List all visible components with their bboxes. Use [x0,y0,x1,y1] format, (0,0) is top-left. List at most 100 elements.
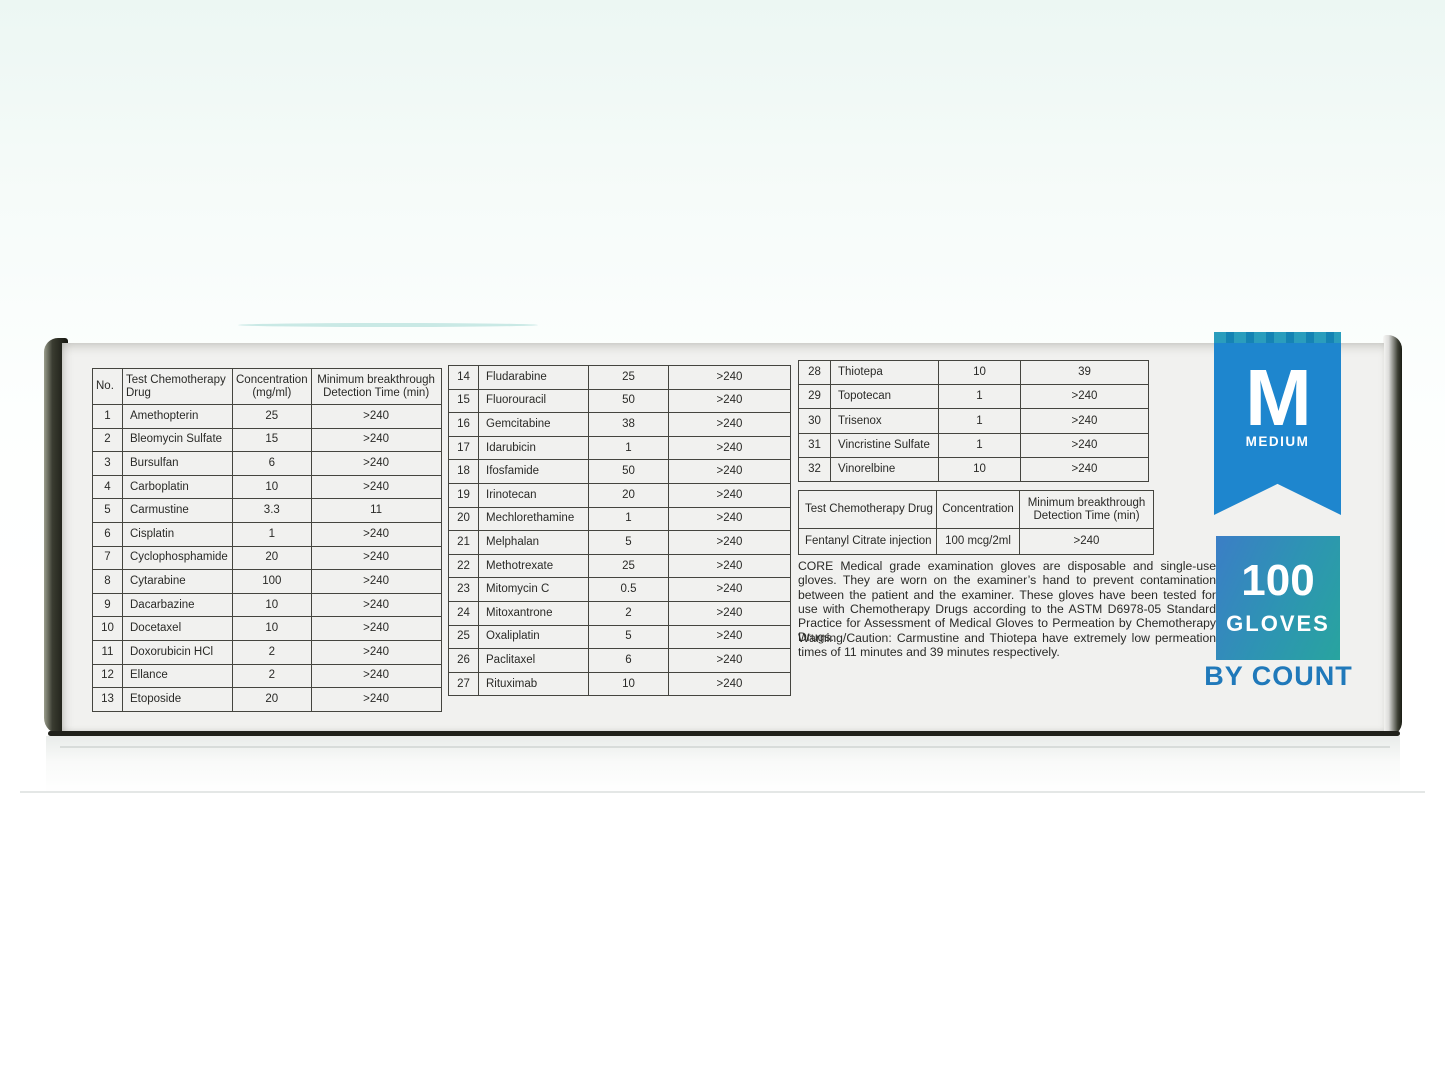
header-row: Test Chemotherapy Drug Concentration Min… [798,490,1154,529]
table-row: 22 Methotrexate 25 >240 [448,553,791,579]
table-cell: 10 [232,616,312,641]
table-cell: 10 [232,474,312,500]
product-description: CORE Medical grade examination gloves ar… [798,559,1216,645]
table-cell: 5 [92,498,123,523]
table-cell: 0.5 [588,577,669,602]
table-row: 5 Carmustine 3.3 11 [92,498,442,523]
table-cell: >240 [310,545,442,571]
table-row: 25 Oxaliplatin 5 >240 [448,624,791,650]
table-cell: 20 [232,687,312,712]
table-cell: Mitoxantrone [478,600,589,626]
table-cell: 100 mcg/2ml [936,528,1020,555]
table-cell: 18 [448,459,479,484]
table-cell: >240 [668,482,791,508]
table-cell: 11 [92,639,123,665]
table-cell: 20 [588,482,669,508]
table-cell: Mechlorethamine [478,506,589,532]
table-cell: >240 [668,648,791,673]
table-cell: Mitomycin C [478,577,589,602]
table-cell: >240 [668,506,791,532]
reflection-line [60,746,1390,748]
table-cell: 25 [232,404,312,429]
table-cell: 19 [448,482,479,508]
table-cell: 2 [232,639,312,665]
table-cell: 9 [92,592,123,618]
table-row: 4 Carboplatin 10 >240 [92,474,442,500]
count-number: 100 [1241,556,1315,605]
table-cell: 25 [588,365,669,390]
header-concentration: Concentration [936,490,1020,529]
table-cell: 26 [448,648,479,673]
table-cell: Vincristine Sulfate [830,432,939,458]
table-cell: >240 [310,592,442,618]
table-row: 2 Bleomycin Sulfate 15 >240 [92,427,442,453]
table-cell: Idarubicin [478,435,589,461]
table-cell: 10 [92,616,123,641]
table-cell: 28 [798,359,831,386]
table-cell: 1 [588,506,669,532]
table-cell: 14 [448,365,479,390]
table-row: 11 Doxorubicin HCl 2 >240 [92,639,442,665]
table-cell: 1 [938,432,1021,458]
table-row: 29 Topotecan 1 >240 [798,384,1149,410]
table-cell: Thiotepa [830,359,939,386]
table-cell: 15 [232,427,312,453]
table-cell: >240 [1020,384,1149,410]
table-row: 28 Thiotepa 10 39 [798,359,1149,386]
header-row: No. Test Chemotherapy Drug Concentration… [92,368,442,405]
table-cell: Cytarabine [122,569,233,594]
table-row: Fentanyl Citrate injection 100 mcg/2ml >24… [798,528,1154,555]
table-cell: 6 [588,648,669,673]
table-row: 3 Bursulfan 6 >240 [92,451,442,476]
table-cell: Doxorubicin HCl [122,639,233,665]
table-row: 12 Ellance 2 >240 [92,663,442,689]
table-cell: 1 [92,404,123,429]
table-cell: 3 [92,451,123,476]
table-reflection-glow [46,736,1400,794]
count-badge: 100 GLOVES [1216,536,1340,660]
table-row: 17 Idarubicin 1 >240 [448,435,791,461]
table-cell: Carmustine [122,498,233,523]
table-row: 1 Amethopterin 25 >240 [92,404,442,429]
count-unit: GLOVES [1226,611,1330,636]
drug-table-part-1: No. Test Chemotherapy Drug Concentration… [92,368,442,712]
drug-table-header: No. Test Chemotherapy Drug Concentration… [92,368,442,405]
table-cell: 29 [798,384,831,410]
table-row: 23 Mitomycin C 0.5 >240 [448,577,791,602]
table-row: 7 Cyclophosphamide 20 >240 [92,545,442,571]
size-letter: M [1245,353,1312,442]
table-row: 14 Fludarabine 25 >240 [448,365,791,390]
table-cell: >240 [310,404,442,429]
table-cell: 5 [588,530,669,555]
table-row: 16 Gemcitabine 38 >240 [448,412,791,437]
table-cell: 4 [92,474,123,500]
table-cell: 5 [588,624,669,650]
table-cell: Fludarabine [478,365,589,390]
table-cell: >240 [668,365,791,390]
table-cell: Topotecan [830,384,939,410]
table-row: 24 Mitoxantrone 2 >240 [448,600,791,626]
table-cell: >240 [1020,456,1149,482]
table-cell: Trisenox [830,408,939,434]
table-cell: 10 [588,671,669,697]
table-cell: 25 [588,553,669,579]
table-row: 31 Vincristine Sulfate 1 >240 [798,432,1149,458]
table-row: 26 Paclitaxel 6 >240 [448,648,791,673]
size-ribbon: M MEDIUM [1214,332,1341,515]
header-drug: Test Chemotherapy Drug [122,368,233,405]
box-top-reflection [238,323,538,327]
table-cell: Irinotecan [478,482,589,508]
table-cell: 6 [232,451,312,476]
table-cell: 100 [232,569,312,594]
table-cell: Rituximab [478,671,589,697]
table-cell: 22 [448,553,479,579]
table-row: 6 Cisplatin 1 >240 [92,521,442,547]
table-cell: >240 [668,624,791,650]
table-cell: >240 [310,687,442,712]
fentanyl-table-header: Test Chemotherapy Drug Concentration Min… [798,490,1154,529]
warning-caution-text: Warning/Caution: Carmustine and Thiotepa… [798,631,1216,660]
table-cell: 12 [92,663,123,689]
table-row: 32 Vinorelbine 10 >240 [798,456,1149,482]
table-row: 15 Fluorouracil 50 >240 [448,388,791,414]
table-cell: Fentanyl Citrate injection [798,528,937,555]
